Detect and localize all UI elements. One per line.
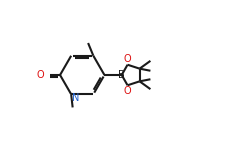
Text: N: N xyxy=(72,93,79,104)
Text: O: O xyxy=(37,70,44,80)
Text: O: O xyxy=(124,54,131,64)
Text: B: B xyxy=(118,70,125,80)
Text: O: O xyxy=(124,86,131,96)
